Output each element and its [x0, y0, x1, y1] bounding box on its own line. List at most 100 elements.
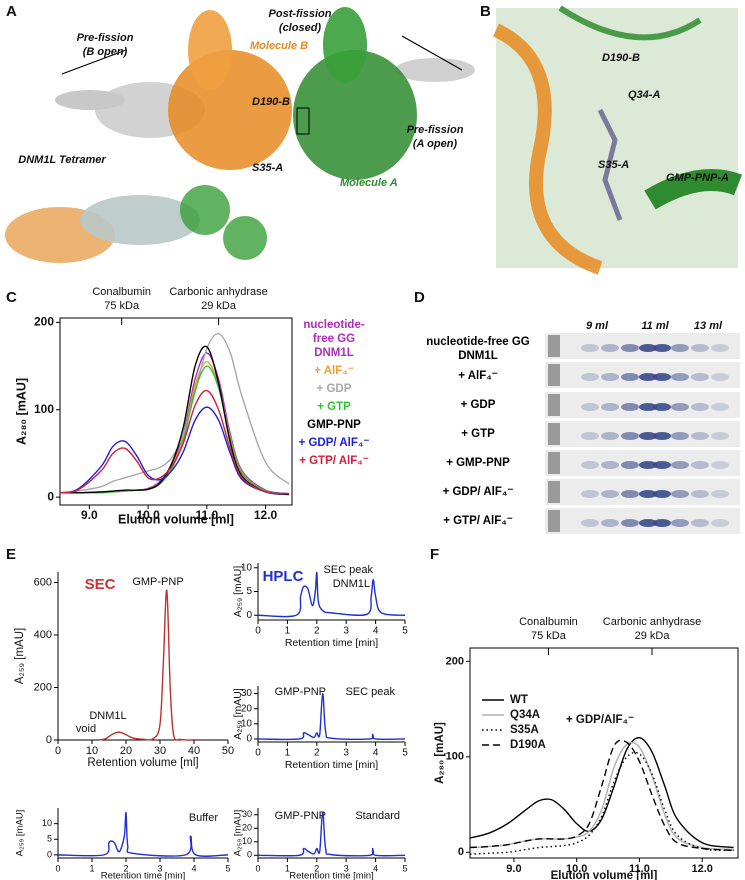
gel-ladder: [548, 423, 560, 445]
y-tick-label: 30: [241, 688, 253, 699]
series-line: [469, 741, 734, 851]
x-tick-label: 2: [123, 863, 128, 873]
gel-band: [711, 519, 729, 527]
chart: 0 1 2 3 4 5 0 5 10 Retention time [min] A₂₅₉ [mAU]…: [232, 562, 408, 648]
panel-letter: E: [6, 546, 16, 563]
label: Pre-fission: [407, 124, 464, 136]
x-tick-label: 1: [285, 748, 291, 759]
x-axis-label: Retention time [min]: [285, 637, 378, 649]
chart: 0 10 20 30 40 50 0 200 400 600 Retention volume [m…: [14, 572, 234, 769]
x-tick-label: 12.0: [692, 863, 713, 875]
gel-band: [653, 519, 671, 527]
gel-band: [691, 344, 709, 352]
y-axis-label: A₂₅₉ [mAU]: [15, 810, 26, 857]
x-tick-label: 0: [255, 626, 261, 637]
label: (B open): [83, 46, 128, 58]
gel-band: [639, 490, 657, 498]
gel-band: [621, 432, 639, 440]
y-tick-label: 200: [446, 655, 464, 667]
gel-band: [601, 373, 619, 381]
gel-ladder: [548, 510, 560, 532]
panel-letter: F: [430, 546, 439, 563]
gel-band: [621, 344, 639, 352]
gel-band: [653, 461, 671, 469]
series-line: [257, 692, 406, 741]
gel-band: [639, 373, 657, 381]
gel-band: [581, 432, 599, 440]
marker-label: Conalbumin: [92, 286, 151, 298]
gel-band: [601, 344, 619, 352]
gel-ladder: [548, 364, 560, 386]
gel-band: [581, 403, 599, 411]
series-line: [57, 811, 229, 857]
gel-volume: 9 ml: [586, 320, 609, 332]
label: S35-A: [598, 159, 629, 171]
gel-band: [581, 490, 599, 498]
y-tick-label: 200: [34, 315, 54, 329]
series-line: [59, 406, 290, 495]
y-tick-label: 200: [34, 681, 52, 693]
y-tick-label: 10: [42, 818, 52, 828]
structure-art: [5, 7, 475, 263]
gel-band: [691, 461, 709, 469]
y-axis-label: A₂₅₉ [mAU]: [232, 688, 244, 740]
marker-label: Carbonic anhydrase: [169, 286, 267, 298]
gel-lane-label: nucleotide-free GG DNM1L: [426, 336, 530, 362]
panel-letter: D: [414, 289, 425, 306]
plot-frame: [469, 647, 739, 859]
series-line: [59, 333, 290, 494]
label: Q34-A: [628, 89, 660, 101]
x-tick-label: 50: [222, 745, 234, 757]
y-tick-label: 0: [47, 849, 52, 859]
chart: 9.0 10.0 11.0 12.0 0 100 200 Elution volume [ml…: [434, 616, 739, 880]
gel-band: [653, 432, 671, 440]
gel-band: [601, 432, 619, 440]
annotation: void: [76, 723, 96, 735]
x-tick-label: 4: [191, 863, 196, 873]
gel-band: [711, 490, 729, 498]
y-tick-label: 600: [34, 576, 52, 588]
gel-band: [653, 403, 671, 411]
y-tick-label: 5: [246, 586, 252, 597]
gel-band: [639, 344, 657, 352]
marker-sublabel: 75 kDa: [531, 630, 567, 642]
gel-band: [671, 490, 689, 498]
x-tick-label: 5: [225, 863, 230, 873]
gel-band: [581, 461, 599, 469]
x-tick-label: 1: [285, 626, 291, 637]
gel-band: [653, 373, 671, 381]
gel-ladder: [548, 481, 560, 503]
gel-lane-label: + GMP-PNP: [446, 457, 510, 469]
label: (closed): [279, 22, 322, 34]
gel-band: [671, 344, 689, 352]
annotation: DNM1L: [89, 710, 126, 722]
y-tick-label: 10: [241, 718, 253, 729]
series-line: [257, 811, 406, 857]
x-tick-label: 5: [402, 748, 408, 759]
y-axis-label: A₂₅₉ [mAU]: [233, 810, 244, 857]
gel-band: [639, 519, 657, 527]
gel-band: [621, 403, 639, 411]
gel-band: [639, 403, 657, 411]
panel-letter: C: [6, 289, 17, 306]
x-tick-label: 9.0: [506, 863, 521, 875]
marker-sublabel: 29 kDa: [201, 300, 237, 312]
gel-band: [581, 344, 599, 352]
gel-band: [711, 403, 729, 411]
gel-lane-label: + GTP: [461, 428, 495, 440]
annotation: + GDP/AlF₄⁻: [566, 714, 634, 726]
chart-title: HPLC: [263, 568, 304, 585]
legend-entry: GMP-PNP: [307, 419, 361, 431]
series-line: [59, 389, 290, 495]
x-tick-label: 10.0: [136, 508, 160, 522]
legend-entry: + GTP: [317, 401, 351, 413]
y-tick-label: 0: [246, 734, 252, 745]
x-tick-label: 11.0: [195, 508, 218, 522]
chart: 0 1 2 3 4 5 0 10 20 30 Retention time [min] A₂₅₉ [m…: [232, 686, 408, 771]
x-tick-label: 5: [402, 863, 407, 873]
x-axis-label: Retention time [min]: [285, 759, 378, 771]
y-tick-label: 100: [446, 751, 464, 763]
x-tick-label: 12.0: [254, 508, 278, 522]
